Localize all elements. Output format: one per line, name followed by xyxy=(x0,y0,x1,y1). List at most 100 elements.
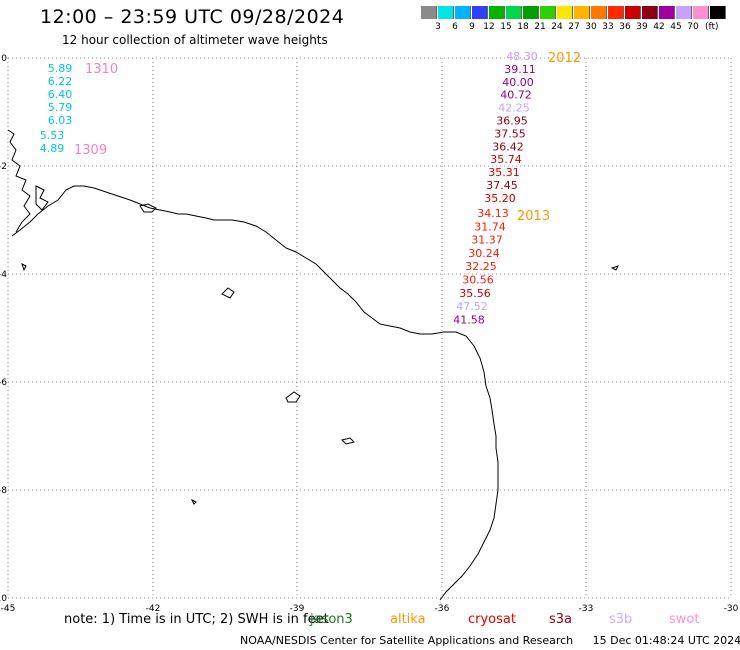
footer-agency: NOAA/NESDIS Center for Satellite Applica… xyxy=(240,634,574,647)
wave-height-value: 35.74 xyxy=(490,153,522,166)
x-tick-label: -45 xyxy=(1,604,16,614)
colorbar-swatch xyxy=(438,6,454,19)
footer-timestamp: 15 Dec 01:48:24 UTC 2024 xyxy=(592,634,740,647)
island xyxy=(139,203,157,213)
satellite-legend-s3a: s3a xyxy=(549,612,573,627)
colorbar-swatch xyxy=(676,6,692,19)
track-time-label: 2013 xyxy=(517,209,550,224)
colorbar-label: 3 xyxy=(435,22,441,32)
y-tick-label: -6 xyxy=(0,378,7,388)
colorbar-swatch xyxy=(455,6,471,19)
satellite-legend-jason3: jason3 xyxy=(310,612,353,627)
y-tick-label: -10 xyxy=(0,594,7,604)
wave-height-value: 47.52 xyxy=(456,300,488,313)
colorbar-label: 42 xyxy=(653,22,665,32)
colorbar-unit: (ft) xyxy=(705,22,719,32)
wave-height-value: 37.45 xyxy=(486,179,518,192)
island xyxy=(221,287,235,299)
wave-height-value: 40.72 xyxy=(500,89,532,102)
colorbar-swatch xyxy=(489,6,505,19)
colorbar-label: 27 xyxy=(568,22,580,32)
colorbar-swatch xyxy=(642,6,658,19)
colorbar-swatch xyxy=(659,6,675,19)
x-tick-label: -36 xyxy=(435,604,450,614)
y-tick-label: -8 xyxy=(0,486,7,496)
colorbar-label: 30 xyxy=(585,22,597,32)
wave-height-value: 6.03 xyxy=(48,114,73,127)
wave-height-value: 40.00 xyxy=(502,76,534,89)
colorbar-swatch xyxy=(523,6,539,19)
wave-height-value: 35.20 xyxy=(484,192,516,205)
x-tick-label: -30 xyxy=(724,604,739,614)
wave-height-value: 34.13 xyxy=(477,207,509,220)
map-subtitle: 12 hour collection of altimeter wave hei… xyxy=(62,33,328,47)
wave-height-value: 4.89 xyxy=(40,142,65,155)
coastline xyxy=(11,185,499,601)
colorbar-label: 15 xyxy=(500,22,512,32)
y-tick-label: -4 xyxy=(0,270,7,280)
colorbar-label: 70 xyxy=(687,22,699,32)
colorbar-label: 21 xyxy=(534,22,546,32)
wave-height-value: 37.55 xyxy=(494,127,526,140)
island xyxy=(190,498,197,505)
wave-height-value: 35.31 xyxy=(488,166,520,179)
map-title: 12:00 – 23:59 UTC 09/28/2024 xyxy=(40,6,345,28)
colorbar-swatch xyxy=(625,6,641,19)
wave-height-value: 5.53 xyxy=(40,129,65,142)
wave-height-value: 32.25 xyxy=(465,260,497,273)
wave-height-value: 41.58 xyxy=(453,313,485,326)
track-time-label: 1309 xyxy=(74,143,107,158)
satellite-legend-swot: swot xyxy=(669,612,700,627)
island xyxy=(285,391,301,403)
colorbar-swatch xyxy=(421,6,437,19)
track-time-label: 1310 xyxy=(85,62,118,77)
colorbar-label: 12 xyxy=(483,22,495,32)
colorbar-label: 6 xyxy=(452,22,458,32)
wave-height-value: 5.79 xyxy=(48,101,73,114)
wave-height-value: 5.89 xyxy=(48,62,73,75)
colorbar-swatch xyxy=(574,6,590,19)
colorbar-label: 39 xyxy=(636,22,648,32)
wave-height-value: 48.30 xyxy=(506,50,538,63)
wave-height-value: 31.74 xyxy=(474,220,506,233)
colorbar-label: 45 xyxy=(670,22,682,32)
colorbar-label: 36 xyxy=(619,22,631,32)
wave-height-value: 30.24 xyxy=(468,247,500,260)
x-tick-label: -39 xyxy=(290,604,305,614)
island xyxy=(341,437,355,445)
colorbar-swatch xyxy=(608,6,624,19)
wave-height-value: 35.56 xyxy=(459,287,491,300)
colorbar-swatch xyxy=(591,6,607,19)
island xyxy=(21,263,27,272)
island xyxy=(35,185,49,211)
wave-height-value: 6.22 xyxy=(48,75,73,88)
y-tick-label: -2 xyxy=(0,162,7,172)
satellite-legend-altika: altika xyxy=(390,612,426,627)
colorbar-label: 9 xyxy=(469,22,475,32)
x-tick-label: -42 xyxy=(146,604,161,614)
wave-height-value: 6.40 xyxy=(48,88,73,101)
colorbar-label: 24 xyxy=(551,22,563,32)
coastline-north xyxy=(7,129,31,233)
wave-height-value: 36.95 xyxy=(496,115,528,128)
colorbar-swatch xyxy=(472,6,488,19)
wave-height-value: 36.42 xyxy=(492,140,524,153)
wave-height-value: 42.25 xyxy=(498,102,530,115)
satellite-legend-cryosat: cryosat xyxy=(468,612,516,627)
wave-height-value: 39.11 xyxy=(504,63,536,76)
colorbar-swatch xyxy=(540,6,556,19)
colorbar-label: 18 xyxy=(517,22,529,32)
footer: NOAA/NESDIS Center for Satellite Applica… xyxy=(240,634,740,647)
colorbar-swatch xyxy=(557,6,573,19)
x-tick-label: -33 xyxy=(579,604,594,614)
track-time-label: 2012 xyxy=(548,51,581,66)
y-tick-label: 0 xyxy=(1,54,7,64)
colorbar-swatch xyxy=(506,6,522,19)
colorbar-swatch xyxy=(693,6,709,19)
satellite-legend-s3b: s3b xyxy=(609,612,633,627)
legend-note: note: 1) Time is in UTC; 2) SWH is in fe… xyxy=(64,612,329,627)
wave-height-value: 31.37 xyxy=(471,234,503,247)
colorbar-swatch xyxy=(710,6,726,19)
wave-height-value: 30.56 xyxy=(462,274,494,287)
